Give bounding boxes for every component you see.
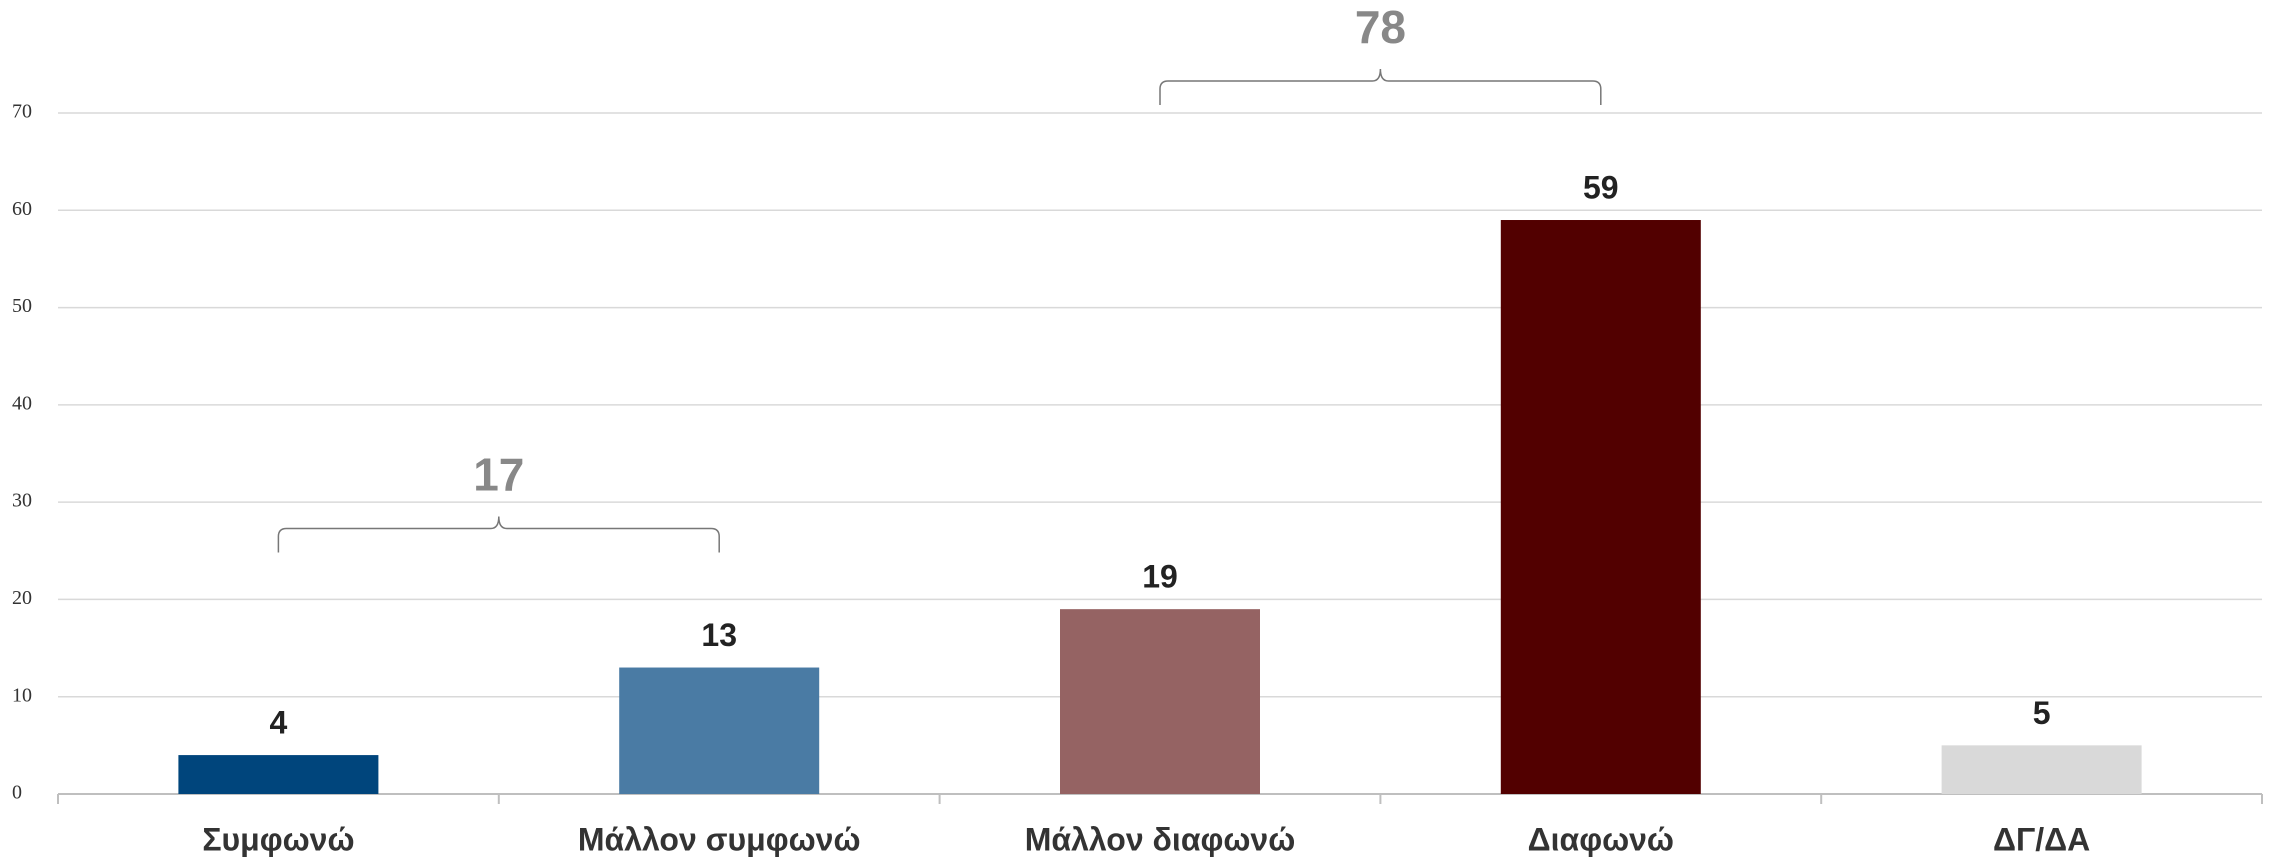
value-label: 59 [1583, 169, 1619, 205]
x-tick-label: Μάλλον συμφωνώ [578, 821, 861, 857]
y-tick-label: 40 [12, 392, 32, 414]
bar [1941, 745, 2142, 794]
y-tick-label: 60 [12, 198, 32, 220]
x-tick-label: ΔΓ/ΔΑ [1993, 821, 2090, 857]
y-tick-label: 70 [12, 101, 32, 123]
bar [619, 667, 820, 794]
value-label: 19 [1142, 559, 1178, 595]
y-tick-label: 30 [12, 490, 32, 512]
group-total-label: 17 [473, 449, 524, 501]
bar [1060, 609, 1260, 794]
bar [1500, 220, 1701, 794]
x-tick-label: Συμφωνώ [202, 821, 354, 857]
group-bracket [1159, 69, 1602, 106]
y-tick-label: 0 [12, 782, 22, 804]
x-tick-label: Μάλλον διαφωνώ [1025, 821, 1295, 857]
group-total-label: 78 [1355, 1, 1406, 53]
group-bracket [277, 516, 720, 553]
x-tick-label: Διαφωνώ [1528, 821, 1674, 857]
y-tick-label: 20 [12, 587, 32, 609]
value-label: 5 [2033, 695, 2051, 731]
value-label: 13 [701, 617, 737, 653]
y-tick-label: 50 [12, 295, 32, 317]
y-tick-label: 10 [12, 684, 32, 706]
bar [178, 755, 379, 794]
value-label: 4 [270, 705, 288, 741]
